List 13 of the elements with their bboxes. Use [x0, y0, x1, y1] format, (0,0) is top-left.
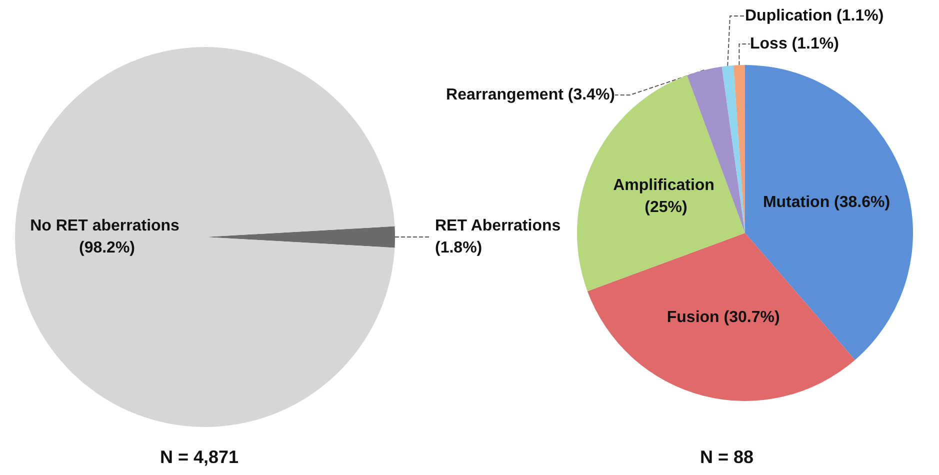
- slice-label: Duplication (1.1%): [745, 8, 884, 24]
- slice-label: Mutation (38.6%): [762, 194, 890, 212]
- slice-label: Fusion (30.7%): [666, 308, 780, 326]
- slice-label: No RET aberrations: [30, 218, 184, 234]
- data-label: (1.8%): [435, 240, 482, 256]
- slice-label: Loss (1.1%): [750, 36, 839, 52]
- data-label: (25%): [644, 199, 688, 216]
- text: N = 4,871: [160, 447, 239, 467]
- slice-label: Rearrangement (3.4%): [446, 86, 615, 104]
- slice-label: RET Aberrations: [435, 218, 561, 234]
- text: N = 88: [700, 447, 754, 467]
- slice-label: Amplification: [613, 177, 719, 194]
- data-label: (98.2%): [78, 240, 136, 256]
